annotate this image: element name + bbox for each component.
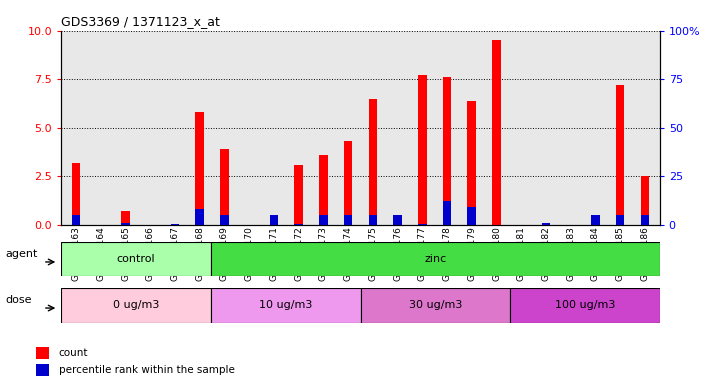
Text: 10 ug/m3: 10 ug/m3 bbox=[259, 300, 312, 310]
Bar bbox=[492, 40, 501, 225]
Bar bbox=[640, 215, 649, 225]
Bar bbox=[344, 141, 353, 225]
Text: 100 ug/m3: 100 ug/m3 bbox=[554, 300, 615, 310]
Bar bbox=[61, 288, 211, 323]
Bar bbox=[418, 223, 427, 225]
Bar bbox=[171, 223, 180, 225]
Text: count: count bbox=[59, 348, 88, 358]
Bar bbox=[616, 85, 624, 225]
Bar bbox=[467, 101, 476, 225]
Text: 0 ug/m3: 0 ug/m3 bbox=[113, 300, 159, 310]
Bar bbox=[467, 207, 476, 225]
Text: 30 ug/m3: 30 ug/m3 bbox=[409, 300, 462, 310]
Bar bbox=[443, 201, 451, 225]
Bar bbox=[36, 346, 49, 359]
Text: dose: dose bbox=[5, 295, 32, 305]
Bar bbox=[368, 215, 377, 225]
Bar bbox=[72, 215, 81, 225]
Bar bbox=[319, 155, 328, 225]
Bar bbox=[443, 77, 451, 225]
Bar bbox=[220, 149, 229, 225]
Bar bbox=[510, 288, 660, 323]
Bar bbox=[418, 75, 427, 225]
Bar bbox=[121, 223, 130, 225]
Bar bbox=[294, 223, 303, 225]
Bar bbox=[360, 288, 510, 323]
Bar bbox=[270, 215, 278, 225]
Bar bbox=[72, 162, 81, 225]
Bar bbox=[61, 242, 211, 276]
Bar bbox=[195, 112, 204, 225]
Bar bbox=[393, 215, 402, 225]
Text: agent: agent bbox=[5, 249, 37, 259]
Bar bbox=[541, 223, 550, 225]
Bar bbox=[121, 211, 130, 225]
Bar bbox=[211, 242, 660, 276]
Text: zinc: zinc bbox=[424, 254, 446, 264]
Bar bbox=[36, 364, 49, 376]
Bar bbox=[640, 176, 649, 225]
Bar bbox=[616, 215, 624, 225]
Bar bbox=[195, 209, 204, 225]
Bar bbox=[344, 215, 353, 225]
Text: percentile rank within the sample: percentile rank within the sample bbox=[59, 365, 234, 375]
Text: GDS3369 / 1371123_x_at: GDS3369 / 1371123_x_at bbox=[61, 15, 220, 28]
Bar bbox=[294, 164, 303, 225]
Bar bbox=[591, 215, 600, 225]
Bar bbox=[368, 99, 377, 225]
Bar bbox=[319, 215, 328, 225]
Text: control: control bbox=[117, 254, 156, 264]
Bar bbox=[211, 288, 360, 323]
Bar bbox=[220, 215, 229, 225]
